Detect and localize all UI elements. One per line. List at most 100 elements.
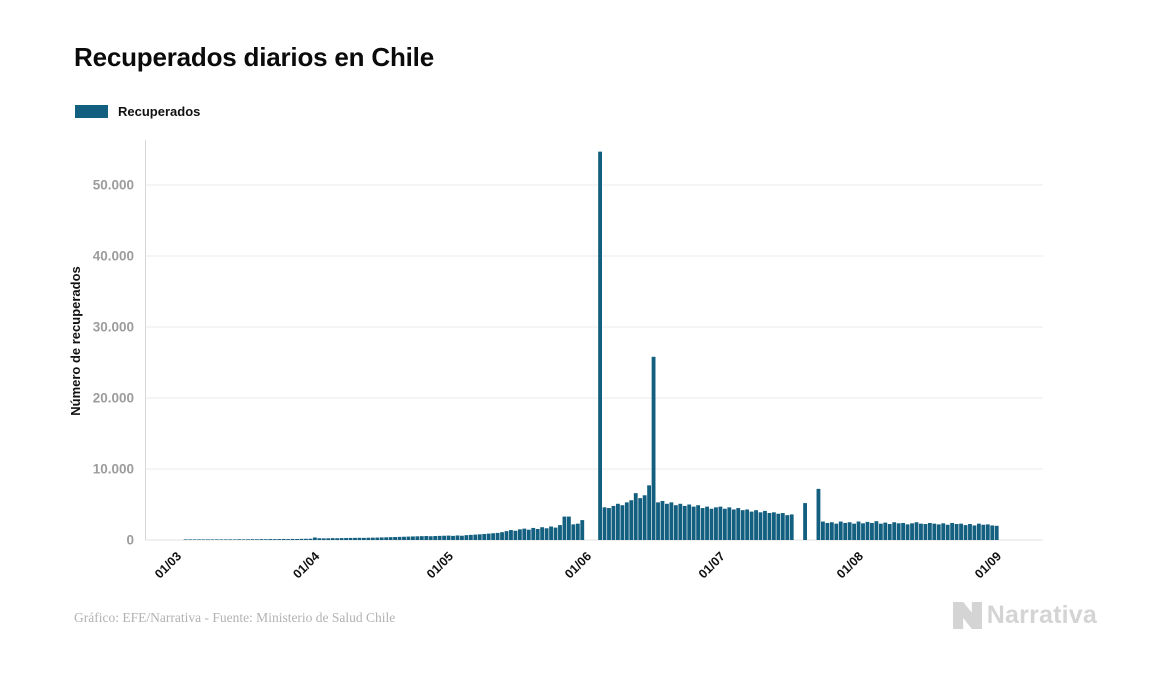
bar xyxy=(968,524,972,540)
bar xyxy=(852,523,857,540)
x-tick-label: 01/07 xyxy=(696,549,728,581)
bar xyxy=(375,537,380,540)
bar xyxy=(620,505,625,540)
y-axis-title: Número de recuperados xyxy=(68,266,83,416)
bar xyxy=(201,539,206,540)
bar xyxy=(981,524,986,541)
bar xyxy=(767,513,772,540)
bar xyxy=(411,536,415,540)
bar xyxy=(183,539,188,540)
bar xyxy=(776,513,781,540)
bar xyxy=(950,522,955,540)
bar xyxy=(295,539,299,540)
y-tick-label: 20.000 xyxy=(93,391,134,406)
bar xyxy=(357,537,362,540)
bar xyxy=(428,536,433,540)
bar xyxy=(901,522,906,540)
bar xyxy=(468,534,473,540)
legend-label: Recuperados xyxy=(118,104,201,119)
bar xyxy=(669,502,674,540)
bar xyxy=(188,539,192,540)
bar xyxy=(651,356,656,540)
bar xyxy=(673,505,678,540)
bar xyxy=(232,539,237,540)
bar xyxy=(219,539,224,540)
bar xyxy=(517,529,522,540)
bar xyxy=(745,509,750,540)
y-tick-label: 50.000 xyxy=(93,178,134,193)
bar xyxy=(887,524,892,540)
bar xyxy=(255,539,259,540)
bar xyxy=(326,538,331,540)
bar xyxy=(834,523,839,540)
chart-title: Recuperados diarios en Chile xyxy=(74,42,434,72)
bar xyxy=(455,535,460,540)
narrativa-logo-icon xyxy=(952,602,982,629)
bar xyxy=(705,506,709,540)
bar xyxy=(985,524,990,540)
bar xyxy=(963,525,968,540)
bar xyxy=(829,522,834,540)
bar xyxy=(495,532,500,540)
bar xyxy=(268,539,273,540)
bar xyxy=(616,503,620,540)
bar xyxy=(246,539,250,540)
bar xyxy=(473,534,478,540)
bar xyxy=(976,523,981,540)
bar xyxy=(682,505,687,540)
bar xyxy=(954,524,959,540)
bar xyxy=(379,537,384,540)
bar xyxy=(856,521,861,540)
x-tick-label: 01/05 xyxy=(424,549,456,581)
bar xyxy=(566,516,571,540)
x-tick-label: 01/06 xyxy=(562,549,594,581)
bar xyxy=(785,515,790,540)
bar xyxy=(446,535,451,540)
bar xyxy=(562,516,567,540)
bar xyxy=(353,537,357,540)
bar xyxy=(277,539,282,540)
bar xyxy=(544,528,549,540)
bar xyxy=(941,523,946,541)
bar xyxy=(816,488,821,540)
bar xyxy=(718,506,723,540)
bar xyxy=(206,539,210,540)
bar xyxy=(602,507,607,540)
bar xyxy=(419,536,424,540)
bar xyxy=(789,514,794,540)
bar xyxy=(575,523,580,540)
bar xyxy=(758,512,763,540)
bar xyxy=(491,533,496,540)
bar xyxy=(397,536,402,540)
bar xyxy=(914,522,919,540)
bar xyxy=(736,508,741,540)
x-tick-label: 01/09 xyxy=(972,549,1004,581)
bar xyxy=(838,521,843,540)
bar xyxy=(883,522,888,540)
bar xyxy=(513,530,518,540)
bar xyxy=(317,538,322,541)
bar xyxy=(571,524,576,540)
bar xyxy=(415,536,420,540)
y-tick-label: 30.000 xyxy=(93,320,134,335)
bar xyxy=(932,523,937,540)
bar xyxy=(299,538,304,540)
bar xyxy=(237,539,242,540)
bar xyxy=(393,537,397,540)
y-tick-label: 40.000 xyxy=(93,249,134,264)
bar xyxy=(687,504,692,540)
bar xyxy=(540,527,545,540)
legend-swatch xyxy=(75,105,108,118)
bar xyxy=(843,522,848,540)
narrativa-logo: Narrativa xyxy=(952,601,1097,630)
bar xyxy=(549,526,553,540)
bar xyxy=(263,539,268,540)
x-tick-label: 01/08 xyxy=(834,549,866,581)
bar xyxy=(330,538,335,540)
bar xyxy=(504,531,509,541)
bar xyxy=(308,538,313,540)
bar xyxy=(402,536,406,540)
bar xyxy=(874,521,879,540)
